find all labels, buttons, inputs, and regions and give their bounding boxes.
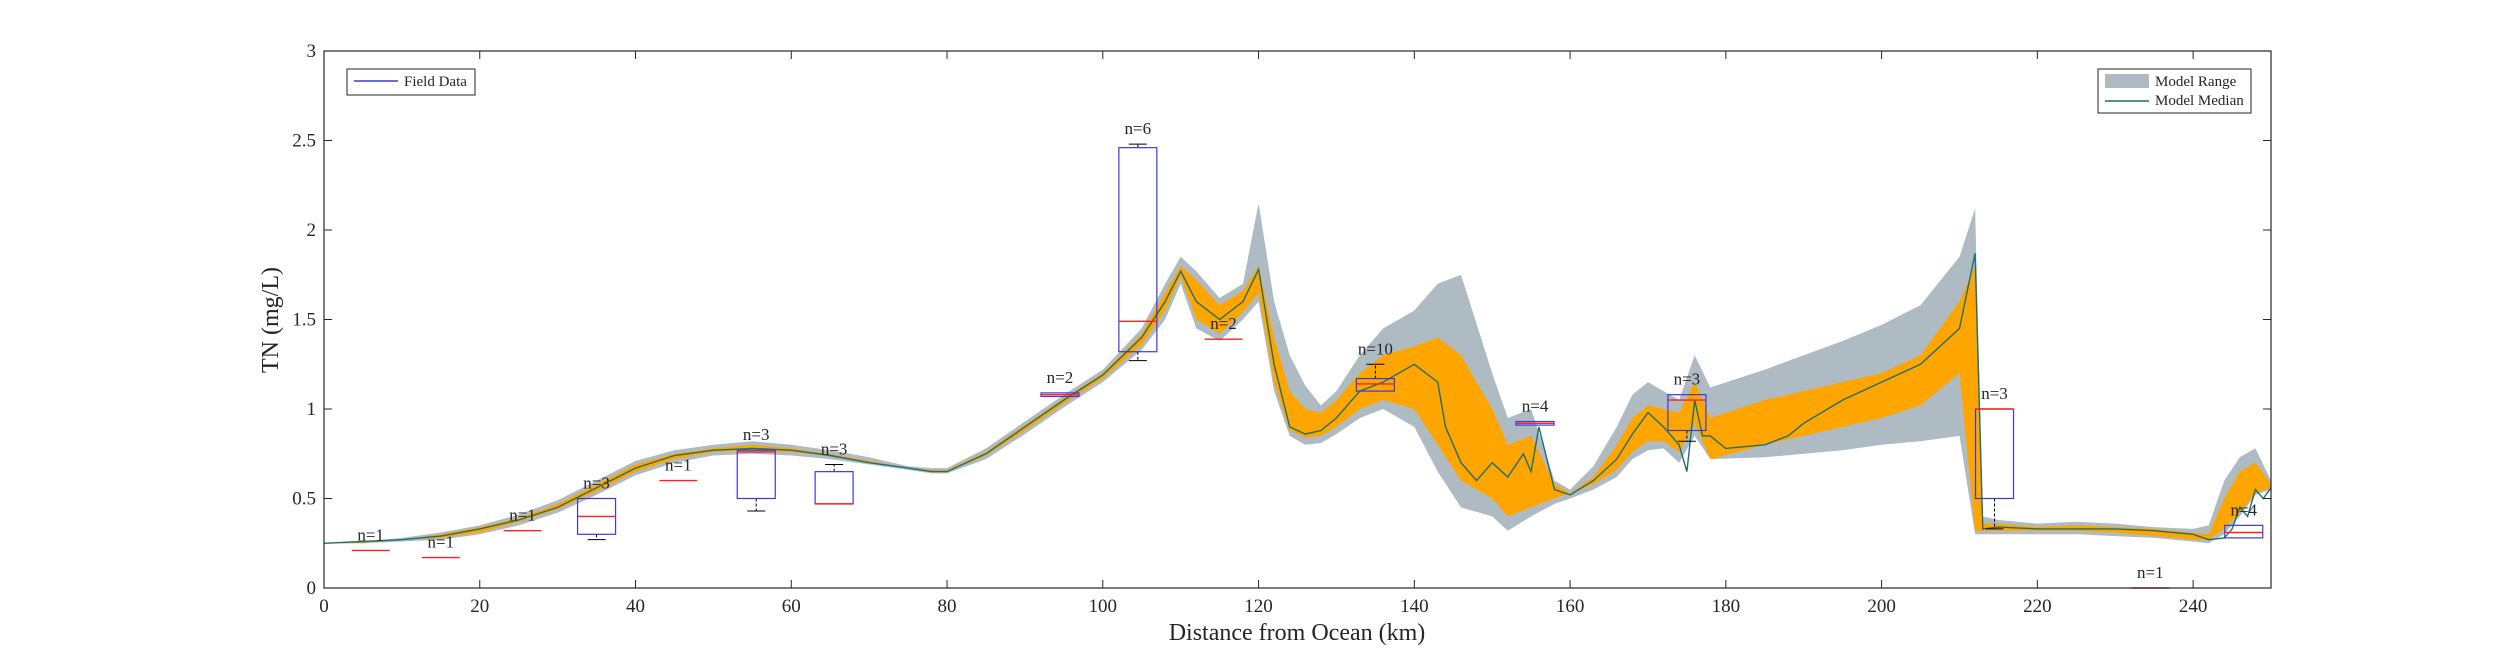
y-tick-label: 1.5	[292, 310, 316, 331]
box-count-label: n=10	[1358, 339, 1393, 358]
field-box: n=10	[1355, 339, 1395, 392]
y-axis: 0 0.5 1 1.5 2 2.5 3	[292, 41, 2271, 599]
model-inner-band	[324, 265, 2271, 544]
box-count-label: n=4	[2230, 500, 2257, 519]
field-box: n=1	[351, 525, 390, 552]
model-median-line	[324, 253, 2271, 544]
box-count-label: n=3	[583, 474, 610, 493]
legend-model-range-swatch	[2105, 74, 2149, 88]
box-count-label: n=1	[428, 533, 455, 552]
y-tick-label: 0.5	[292, 489, 316, 510]
x-axis-title: Distance from Ocean (km)	[1169, 620, 1426, 646]
box-count-label: n=3	[1981, 384, 2008, 403]
field-box: n=4	[1515, 397, 1555, 426]
field-box: n=3	[736, 425, 776, 512]
x-tick-label: 0	[319, 596, 329, 617]
x-tick-label: 240	[2179, 596, 2208, 617]
x-tick-label: 40	[626, 596, 645, 617]
model-range-band	[324, 203, 2271, 544]
x-tick-label: 120	[1244, 596, 1273, 617]
x-axis: 0 20 40 60 80 100 120 140 160 180 200 220 240	[319, 51, 2207, 617]
box-count-label: n=3	[1674, 370, 1701, 389]
box-iqr	[1667, 394, 1707, 432]
box-count-label: n=6	[1125, 119, 1152, 138]
legend-left-box	[346, 68, 476, 96]
model-bands	[324, 203, 2271, 544]
y-tick-label: 3	[307, 41, 317, 62]
y-tick-label: 1	[307, 399, 317, 420]
field-box: n=3	[576, 474, 617, 541]
field-box: n=2	[1040, 368, 1080, 398]
legend-model-range-label: Model Range	[2155, 74, 2237, 90]
field-box: n=3	[1667, 370, 1707, 442]
y-tick-label: 2.5	[292, 131, 316, 152]
field-box: n=1	[503, 506, 542, 532]
box-iqr	[2224, 524, 2264, 539]
x-tick-label: 80	[938, 596, 957, 617]
y-tick-label: 0	[307, 578, 317, 599]
x-tick-label: 20	[470, 596, 489, 617]
field-box: n=1	[659, 456, 698, 482]
box-count-label: n=2	[1047, 368, 1074, 387]
legend-field-data-label: Field Data	[404, 74, 467, 90]
legend-left: Field Data	[346, 68, 476, 96]
field-box: n=6	[1118, 119, 1158, 362]
box-iqr	[1118, 147, 1158, 353]
x-tick-label: 180	[1712, 596, 1741, 617]
box-count-label: n=3	[743, 425, 770, 444]
field-box: n=3	[1974, 384, 2015, 530]
box-count-label: n=1	[2137, 563, 2164, 582]
field-box: n=2	[1204, 314, 1243, 340]
y-axis-title: TN (mg/L)	[258, 267, 284, 373]
box-iqr	[736, 449, 776, 500]
field-data-boxes: n=1 n=1 n=1 n=3 n=1 n=3 n=3 n=2 n=6 n=2 n=10 n=4 n=3…	[351, 119, 2264, 589]
x-tick-label: 60	[782, 596, 801, 617]
x-tick-label: 100	[1089, 596, 1118, 617]
x-tick-label: 200	[1867, 596, 1896, 617]
field-box: n=1	[421, 533, 460, 559]
legend-model-median-label: Model Median	[2155, 93, 2244, 109]
field-box: n=4	[2224, 500, 2264, 539]
x-tick-label: 140	[1400, 596, 1429, 617]
model-median-group	[324, 253, 2271, 544]
box-count-label: n=2	[1210, 314, 1237, 333]
y-tick-label: 2	[307, 220, 317, 241]
box-count-label: n=1	[357, 525, 384, 544]
box-iqr	[1355, 377, 1395, 392]
box-count-label: n=1	[509, 506, 536, 525]
field-box: n=3	[814, 439, 854, 505]
x-tick-label: 220	[2023, 596, 2052, 617]
box-count-label: n=4	[1522, 397, 1549, 416]
box-count-label: n=1	[665, 456, 692, 475]
x-tick-label: 160	[1556, 596, 1585, 617]
box-count-label: n=3	[821, 439, 848, 458]
legend-right: Model Range Model Median	[2097, 68, 2252, 114]
